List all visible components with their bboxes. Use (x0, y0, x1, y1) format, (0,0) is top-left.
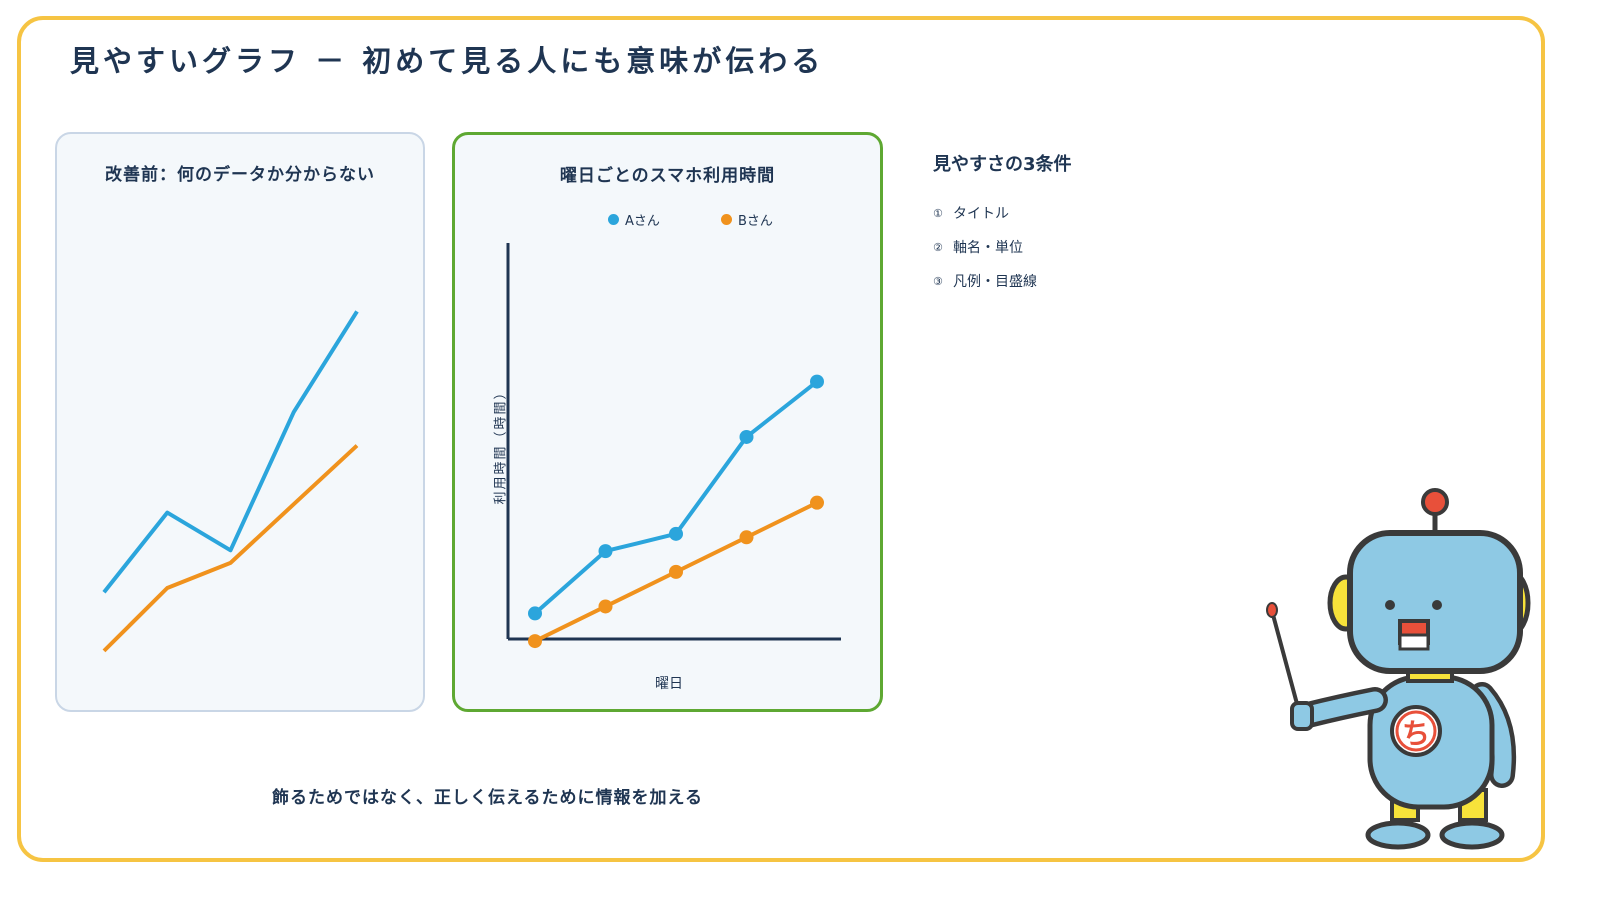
y-axis-label: 利用時間（時間） (493, 384, 509, 505)
after-chart (506, 243, 841, 649)
x-axis-label: 曜日 (655, 676, 683, 692)
condition-item: ③ 凡例・目盛線 (933, 254, 1072, 308)
condition-label: 凡例・目盛線 (953, 274, 1037, 290)
condition-number: ② (933, 240, 943, 254)
data-point (739, 530, 754, 545)
data-point (528, 634, 542, 649)
condition-number: ① (933, 206, 943, 220)
data-point (810, 495, 824, 510)
legend-item-a: Aさん (608, 210, 660, 229)
legend-marker-b (721, 214, 732, 225)
before-chart-heading: 改善前：何のデータか分からない (105, 165, 375, 185)
caption: 飾るためではなく、正しく伝えるために情報を加える (272, 788, 703, 808)
page-title: 見やすいグラフ － 初めて見る人にも意味が伝わる (70, 44, 825, 78)
condition-item: ② 軸名・単位 (933, 220, 1072, 274)
data-point (598, 544, 613, 559)
legend-item-b: Bさん (721, 210, 773, 229)
data-point (669, 526, 683, 541)
conditions-list: 見やすさの3条件 ① タイトル ② 軸名・単位 ③ 凡例・目盛線 (933, 150, 1072, 308)
legend-label-b: Bさん (738, 214, 773, 229)
data-point (810, 374, 824, 389)
after-chart-title: 曜日ごとのスマホ利用時間 (559, 166, 776, 186)
legend-label-a: Aさん (625, 214, 660, 229)
condition-label: 軸名・単位 (953, 240, 1023, 256)
series-line-1 (102, 310, 359, 594)
conditions-title: 見やすさの3条件 (933, 154, 1072, 175)
condition-item: ① タイトル (933, 186, 1072, 240)
data-point (669, 564, 683, 579)
robot-mascot-illustration: ち (1266, 488, 1531, 850)
after-chart-panel: 曜日ごとのスマホ利用時間 Aさん Bさん 利用時間（時間） 曜日 (452, 132, 883, 712)
legend-marker-a (608, 214, 619, 225)
data-point (739, 429, 754, 444)
series-line-2 (102, 444, 359, 653)
condition-label: タイトル (953, 206, 1009, 222)
before-chart (102, 310, 359, 653)
data-point (528, 606, 542, 621)
condition-number: ③ (933, 274, 943, 288)
robot-badge-text: ち (1402, 717, 1430, 750)
before-chart-panel: 改善前：何のデータか分からない (55, 132, 425, 712)
slide-frame (17, 16, 1545, 862)
data-point (598, 599, 613, 614)
